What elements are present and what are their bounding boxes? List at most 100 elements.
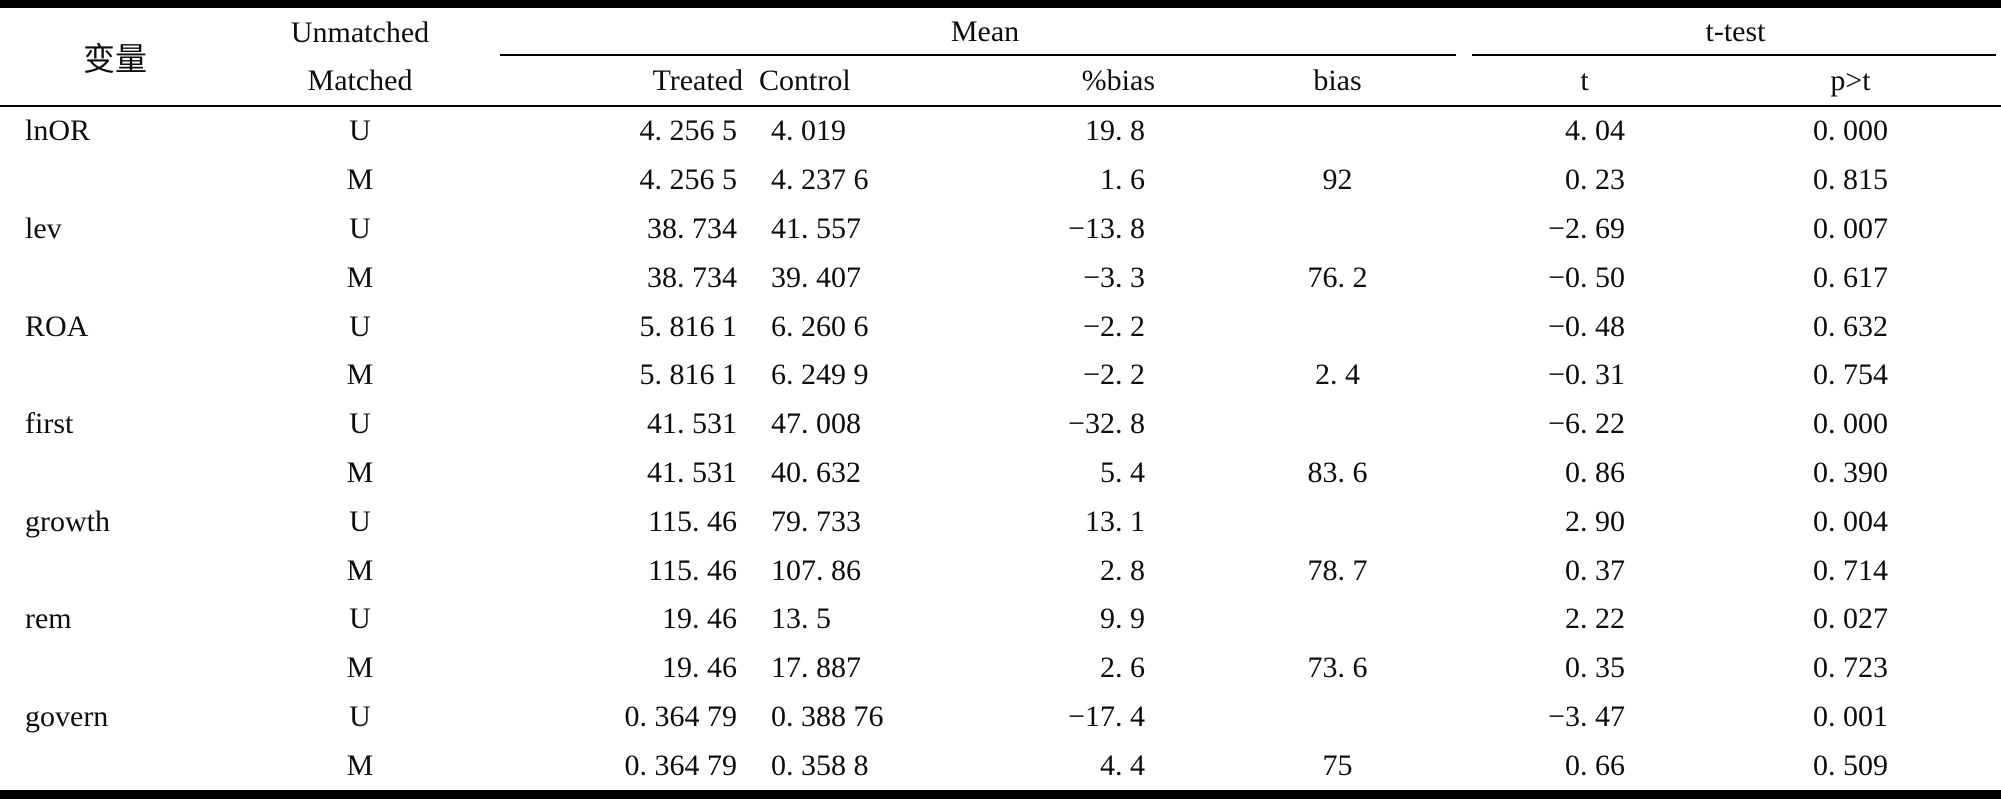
table-row: lnOR U 4. 256 5 4. 019 19. 8 4. 04 0. 00… [0, 106, 2001, 156]
header-treated: Treated [500, 56, 745, 107]
treated-cell: 5. 816 1 [639, 309, 738, 343]
p-cell: 0. 027 [1813, 602, 1888, 636]
header-bias: bias [1160, 56, 1470, 107]
bias-cell [1160, 106, 1470, 156]
table-row: rem U 19. 46 13. 5 9. 9 2. 22 0. 027 [0, 595, 2001, 644]
bias-cell: 76. 2 [1307, 260, 1368, 294]
variable-cell: growth [25, 504, 110, 538]
variable-cell: lnOR [25, 114, 91, 148]
t-cell: −3. 47 [1548, 699, 1625, 733]
treated-cell: 38. 734 [647, 211, 737, 245]
control-cell: 40. 632 [771, 455, 861, 489]
table-row: ROA U 5. 816 1 6. 260 6 −2. 2 −0. 48 0. … [0, 302, 2001, 351]
table-row: growth U 115. 46 79. 733 13. 1 2. 90 0. … [0, 497, 2001, 546]
match-cell: M [346, 455, 374, 489]
variable-cell [0, 741, 200, 790]
p-cell: 0. 617 [1813, 260, 1888, 294]
header-p-gt-t: p>t [1640, 56, 2001, 107]
variable-cell [0, 546, 200, 595]
table-row: M 5. 816 1 6. 249 9 −2. 2 2. 4 −0. 31 0.… [0, 351, 2001, 400]
t-cell: 4. 04 [1565, 114, 1625, 148]
control-cell: 47. 008 [771, 407, 861, 441]
t-cell: 0. 23 [1565, 163, 1625, 197]
pct-bias-cell: −2. 2 [1083, 358, 1145, 392]
table-row: M 115. 46 107. 86 2. 8 78. 7 0. 37 0. 71… [0, 546, 2001, 595]
bias-cell [1160, 595, 1470, 644]
t-cell: −0. 50 [1548, 260, 1625, 294]
p-cell: 0. 004 [1813, 504, 1888, 538]
control-cell: 4. 237 6 [771, 163, 869, 197]
bias-cell [1160, 497, 1470, 546]
table-row: M 41. 531 40. 632 5. 4 83. 6 0. 86 0. 39… [0, 449, 2001, 498]
match-cell: U [349, 309, 371, 343]
variable-cell: rem [25, 602, 72, 636]
variable-cell: lev [25, 211, 62, 245]
treated-cell: 19. 46 [662, 651, 737, 685]
treated-cell: 0. 364 79 [624, 699, 738, 733]
t-cell: 0. 37 [1565, 553, 1625, 587]
header-match-status: Unmatched Matched [200, 8, 500, 107]
match-cell: M [346, 163, 374, 197]
table-row: lev U 38. 734 41. 557 −13. 8 −2. 69 0. 0… [0, 205, 2001, 254]
p-cell: 0. 509 [1813, 748, 1888, 782]
header-ttest-label: t-test [1705, 15, 1766, 48]
control-cell: 107. 86 [771, 553, 861, 587]
t-cell: 0. 86 [1565, 455, 1625, 489]
treated-cell: 41. 531 [647, 455, 737, 489]
header-mean-label: Mean [950, 15, 1020, 48]
treated-cell: 41. 531 [647, 407, 737, 441]
psm-balance-table: 变量 Unmatched Matched Mean t-test Treated… [0, 8, 2001, 790]
header-unmatched: Unmatched [290, 15, 430, 49]
variable-cell: first [25, 407, 74, 441]
p-cell: 0. 632 [1813, 309, 1888, 343]
treated-cell: 5. 816 1 [639, 358, 738, 392]
pct-bias-cell: 9. 9 [1100, 602, 1145, 636]
bias-cell: 2. 4 [1315, 358, 1360, 392]
t-cell: −6. 22 [1548, 407, 1625, 441]
t-cell: 0. 35 [1565, 651, 1625, 685]
p-cell: 0. 815 [1813, 163, 1888, 197]
p-cell: 0. 000 [1813, 407, 1888, 441]
table-row: first U 41. 531 47. 008 −32. 8 −6. 22 0.… [0, 400, 2001, 449]
control-cell: 79. 733 [771, 504, 861, 538]
table-row: govern U 0. 364 79 0. 388 76 −17. 4 −3. … [0, 693, 2001, 742]
pct-bias-cell: 4. 4 [1100, 748, 1145, 782]
p-cell: 0. 754 [1813, 358, 1888, 392]
match-cell: M [346, 553, 374, 587]
t-cell: −0. 31 [1548, 358, 1625, 392]
pct-bias-cell: −17. 4 [1068, 699, 1145, 733]
p-cell: 0. 390 [1813, 455, 1888, 489]
pct-bias-cell: 13. 1 [1085, 504, 1145, 538]
t-cell: 2. 90 [1565, 504, 1625, 538]
pct-bias-cell: −2. 2 [1083, 309, 1145, 343]
match-cell: U [349, 114, 371, 148]
match-cell: U [349, 504, 371, 538]
p-cell: 0. 000 [1813, 114, 1888, 148]
bias-cell: 73. 6 [1307, 651, 1368, 685]
header-t: t [1470, 56, 1640, 107]
match-cell: U [349, 211, 371, 245]
variable-cell: ROA [25, 309, 89, 343]
t-cell: 0. 66 [1565, 748, 1625, 782]
t-cell: −0. 48 [1548, 309, 1625, 343]
variable-cell [0, 351, 200, 400]
p-cell: 0. 007 [1813, 211, 1888, 245]
control-cell: 0. 358 8 [771, 748, 869, 782]
control-cell: 39. 407 [771, 260, 861, 294]
treated-cell: 19. 46 [662, 602, 737, 636]
control-cell: 13. 5 [771, 602, 831, 636]
pct-bias-cell: −13. 8 [1068, 211, 1145, 245]
table-row: M 19. 46 17. 887 2. 6 73. 6 0. 35 0. 723 [0, 644, 2001, 693]
bias-cell [1160, 302, 1470, 351]
treated-cell: 115. 46 [648, 504, 737, 538]
header-ttest-group: t-test [1470, 8, 2001, 56]
table-row: M 4. 256 5 4. 237 6 1. 6 92 0. 23 0. 815 [0, 156, 2001, 205]
match-cell: U [349, 407, 371, 441]
bias-cell: 92 [1322, 163, 1353, 197]
pct-bias-cell: −3. 3 [1083, 260, 1145, 294]
match-cell: M [346, 358, 374, 392]
p-cell: 0. 714 [1813, 553, 1888, 587]
variable-cell [0, 156, 200, 205]
variable-cell [0, 449, 200, 498]
